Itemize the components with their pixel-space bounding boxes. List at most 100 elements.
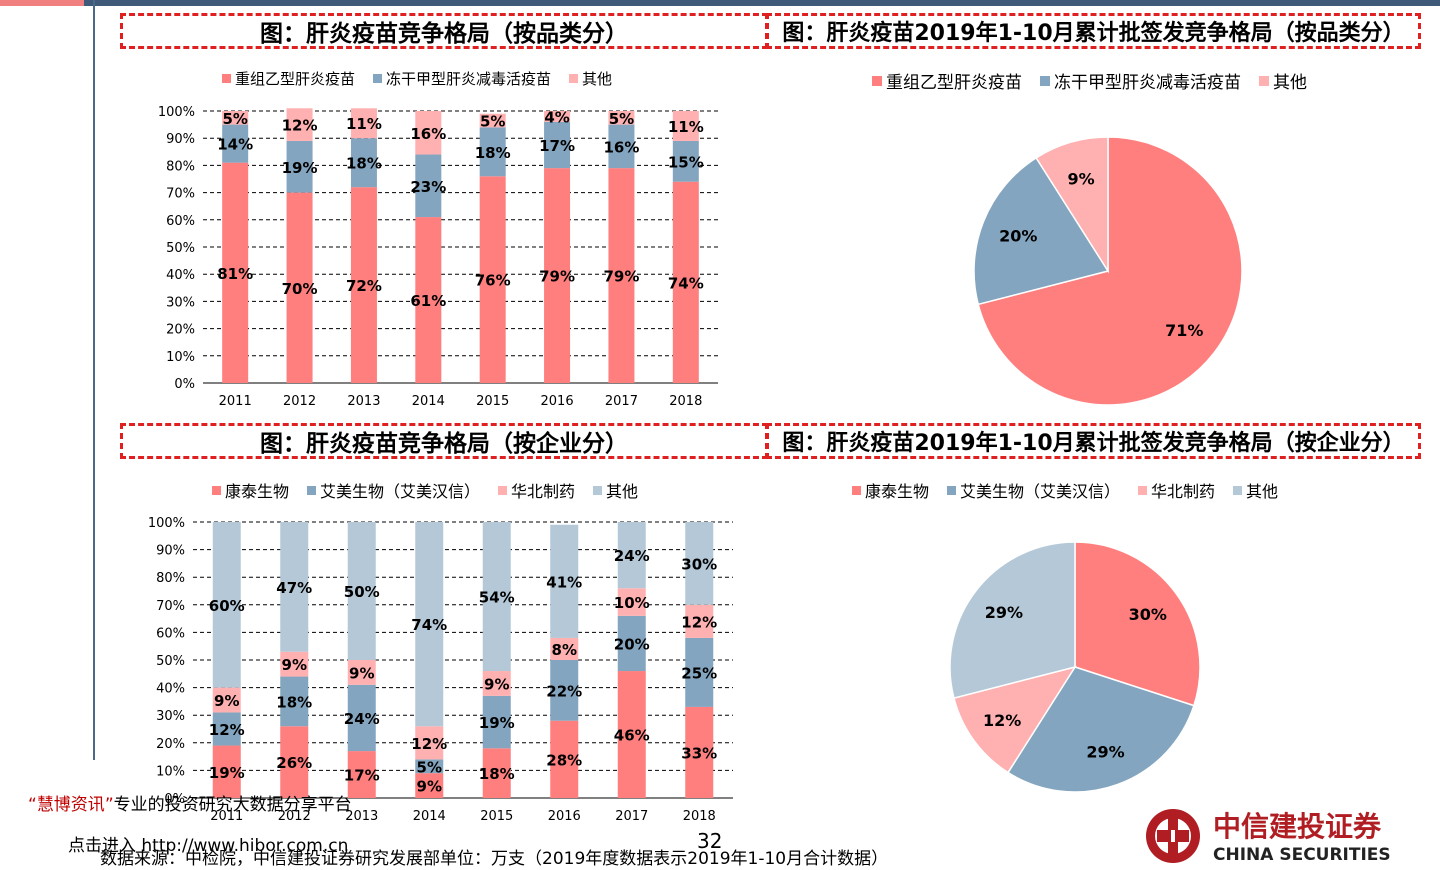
y-tick-label: 80% [166,159,195,174]
bar-segment [415,111,442,155]
y-tick-label: 90% [166,132,195,147]
legend-item: 康泰生物 [852,478,929,502]
x-tick-label: 2016 [541,394,574,409]
y-tick-label: 70% [166,187,195,202]
top-bar-accent [0,0,84,6]
x-tick-label: 2018 [669,394,702,409]
legend-swatch [1233,485,1243,495]
x-tick-label: 2014 [412,394,445,409]
data-label: 23% [410,178,446,196]
legend-swatch [593,485,603,495]
bar-segment [544,121,571,169]
legend-label: 重组乙型肝炎疫苗 [886,73,1022,93]
legend-label: 康泰生物 [225,482,290,501]
data-label: 74% [668,274,704,292]
brand-name: 中信建投证券 [1213,810,1382,843]
data-label: 61% [410,292,446,310]
legend-item: 重组乙型肝炎疫苗 [872,68,1022,93]
x-tick-label: 2012 [283,394,316,409]
x-tick-label: 2017 [605,394,638,409]
y-tick-label: 60% [166,214,195,229]
legend-item: 康泰生物 [212,478,289,502]
legend-item: 其他 [1233,478,1278,502]
legend-swatch [1259,75,1269,86]
left-rule [93,0,95,760]
data-label: 17% [539,137,575,155]
legend-label: 华北制药 [1151,482,1216,501]
legend-label: 重组乙型肝炎疫苗 [235,70,356,88]
hibor-slogan: 专业的投资研究大数据分享平台 [113,795,352,815]
data-label: 14% [217,136,253,154]
bar-segment [479,127,506,177]
legend-swatch [947,485,957,495]
data-label: 81% [217,265,253,283]
data-label: 18% [346,155,382,173]
y-tick-label: 30% [166,295,195,310]
data-label: 16% [410,125,446,143]
legend-item: 其他 [1259,68,1307,93]
bar-segment [222,124,249,163]
chart2-title: 图：肝炎疫苗2019年1-10月累计批签发竞争格局（按品类分） [766,13,1421,49]
chart4-title: 图：肝炎疫苗2019年1-10月累计批签发竞争格局（按企业分） [766,423,1421,459]
data-label: 5% [480,113,505,131]
legend-swatch [1138,485,1148,495]
data-label: 12% [282,117,318,135]
bar-segment [415,217,442,383]
bar-segment [286,140,313,193]
china-securities-logo: 中信建投证券 CHINA SECURITIES [1146,809,1391,865]
y-tick-label: 0% [174,377,195,392]
data-label: 11% [346,115,382,133]
chart1-title: 图：肝炎疫苗竞争格局（按品类分） [120,13,768,49]
hibor-name[interactable]: 慧博资讯 [36,795,105,815]
data-label: 5% [609,110,634,128]
legend-item: 其他 [569,68,612,89]
legend-label: 艾美生物（艾美汉信） [320,482,481,501]
x-tick-label: 2011 [219,394,252,409]
y-tick-label: 40% [166,268,195,283]
bar-segment [544,111,571,122]
data-label: 11% [668,118,704,136]
hibor-quote: ” [104,795,114,815]
legend-item: 华北制药 [498,478,575,502]
bar-segment [672,181,699,383]
legend-swatch [1040,75,1050,86]
data-label: 72% [346,277,382,295]
bar-segment [608,124,635,169]
legend-swatch [569,74,579,83]
chart3-legend: 康泰生物 艾美生物（艾美汉信） 华北制药 其他 [212,478,656,502]
bar-segment [608,168,635,383]
legend-item: 艾美生物（艾美汉信） [307,478,480,502]
hibor-link[interactable]: 点击进入 http://www.hibor.com.cn [68,836,349,856]
data-source-note: 数据来源：中检院，中信建投证券研究发展部单位：万支（2019年度数据表示2019… [100,849,889,869]
legend-swatch [212,485,221,495]
data-label: 79% [539,268,575,286]
chart4-legend: 康泰生物 艾美生物（艾美汉信） 华北制药 其他 [852,478,1296,502]
x-tick-label: 2013 [347,394,380,409]
data-label: 79% [603,268,639,286]
hibor-tagline: “慧博资讯”专业的投资研究大数据分享平台 [28,790,352,815]
bar-segment [222,111,249,125]
legend-item: 冻干甲型肝炎减毒活疫苗 [373,68,551,89]
legend-label: 艾美生物（艾美汉信） [960,482,1121,501]
top-bar [0,0,1440,6]
y-tick-label: 100% [158,105,195,120]
page-number: 32 [697,829,723,853]
legend-swatch [222,74,231,83]
bar-segment [544,168,571,383]
legend-item: 重组乙型肝炎疫苗 [222,68,355,89]
x-tick-label: 2015 [476,394,509,409]
chart2-legend: 重组乙型肝炎疫苗 冻干甲型肝炎减毒活疫苗 其他 [872,68,1325,93]
bar-segment [479,176,506,383]
data-label: 76% [475,272,511,290]
legend-swatch [498,485,508,495]
legend-label: 其他 [1273,73,1307,93]
legend-label: 其他 [582,70,613,88]
y-tick-label: 50% [166,241,195,256]
bar-segment [222,162,249,383]
bar-segment [350,187,377,383]
data-label: 4% [544,108,569,126]
bar-segment [286,192,313,383]
hibor-quote: “ [28,795,37,815]
legend-label: 康泰生物 [865,482,930,501]
bar-segment [286,108,313,141]
